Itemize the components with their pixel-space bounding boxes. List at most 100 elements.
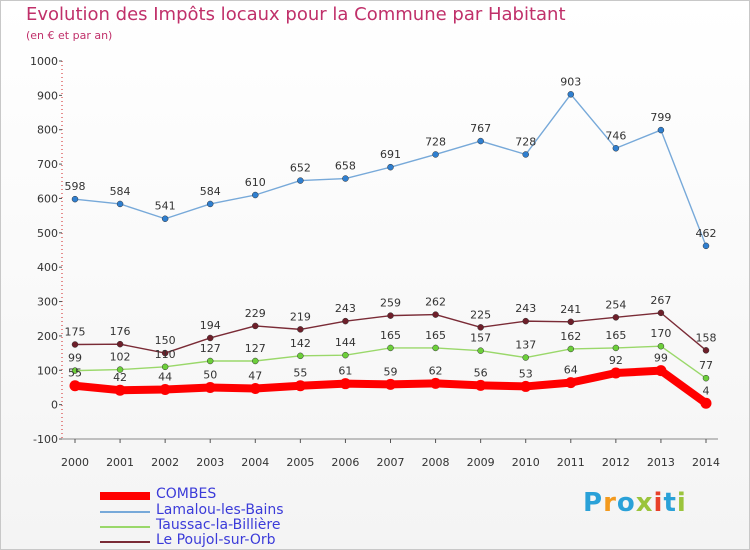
chart-subtitle: (en € et par an) <box>26 29 113 42</box>
logo-letter: i <box>653 488 664 518</box>
data-label: 259 <box>380 297 401 310</box>
data-label: 50 <box>203 368 217 381</box>
y-tick-label: 900 <box>37 89 58 102</box>
data-label: 150 <box>155 334 176 347</box>
data-label: 142 <box>290 337 311 350</box>
data-label: 652 <box>290 162 311 175</box>
data-label: 691 <box>380 148 401 161</box>
logo-letter: i <box>676 488 687 518</box>
legend-swatch <box>100 541 150 543</box>
data-point <box>700 397 712 409</box>
y-tick-label: 1000 <box>30 55 58 68</box>
data-labels: 55 42 44 50 47 55 61 59 62 56 53 64 92 99 4 598 584 541 58… <box>65 75 717 397</box>
x-tick-label: 2007 <box>377 456 405 469</box>
data-label: 165 <box>425 329 446 342</box>
data-label: 127 <box>245 342 266 355</box>
data-label: 243 <box>515 302 536 315</box>
data-point <box>71 367 79 374</box>
data-label: 225 <box>470 308 491 321</box>
data-point <box>477 324 484 331</box>
series-layer <box>69 91 712 409</box>
legend-label: Taussac-la-Billière <box>156 517 281 533</box>
data-point <box>702 374 710 382</box>
data-point <box>477 347 484 354</box>
chart-title: Evolution des Impôts locaux pour la Comm… <box>26 4 566 25</box>
x-tick-label: 2012 <box>602 456 630 469</box>
data-label: 728 <box>515 135 536 148</box>
y-tick-label: 100 <box>37 364 58 377</box>
data-label: 53 <box>519 367 533 380</box>
data-point <box>432 151 439 158</box>
data-label: 254 <box>605 298 626 311</box>
x-tick-label: 2014 <box>692 456 720 469</box>
data-point <box>522 317 529 325</box>
data-point <box>294 380 306 392</box>
data-point <box>252 322 259 330</box>
data-label: 55 <box>293 367 307 380</box>
data-label: 267 <box>650 294 671 307</box>
x-tick-label: 2010 <box>512 456 540 469</box>
data-point <box>702 242 710 250</box>
x-tick-label: 2006 <box>331 456 359 469</box>
data-point <box>342 175 349 182</box>
data-label: 127 <box>200 342 221 355</box>
data-label: 4 <box>703 384 710 397</box>
data-point <box>430 377 442 389</box>
y-tick-label: 700 <box>37 158 58 171</box>
data-label: 219 <box>290 310 311 323</box>
data-point <box>702 347 710 354</box>
data-point <box>342 351 349 359</box>
data-point <box>204 381 216 393</box>
data-point <box>252 191 259 199</box>
data-point <box>385 378 396 390</box>
legend-swatch <box>100 526 150 528</box>
data-point <box>567 345 575 353</box>
data-label: 598 <box>65 180 86 193</box>
x-tick-label: 2003 <box>196 456 224 469</box>
data-point <box>520 380 532 392</box>
logo-letter: r <box>603 488 617 518</box>
data-point <box>610 367 622 379</box>
data-point <box>387 344 394 352</box>
data-label: 110 <box>155 348 176 361</box>
y-tick-label: 600 <box>37 192 58 205</box>
data-label: 64 <box>564 364 578 377</box>
data-point <box>161 215 169 222</box>
data-label: 99 <box>654 352 668 365</box>
x-tick-label: 2004 <box>241 456 269 469</box>
data-point <box>297 177 304 184</box>
data-label: 165 <box>380 329 401 342</box>
data-point <box>477 137 484 145</box>
y-tick-label: -100 <box>33 433 58 446</box>
data-label: 658 <box>335 160 356 173</box>
data-label: 157 <box>470 332 491 345</box>
data-point <box>657 309 665 317</box>
data-label: 92 <box>609 354 623 367</box>
data-label: 44 <box>158 371 172 384</box>
data-point <box>161 363 169 371</box>
data-point <box>297 326 304 333</box>
data-label: 158 <box>696 331 717 344</box>
data-label: 144 <box>335 336 356 349</box>
logo-letter: P <box>583 488 604 518</box>
data-point <box>612 344 620 352</box>
data-label: 56 <box>474 366 488 379</box>
data-label: 165 <box>605 329 626 342</box>
data-label: 462 <box>696 227 717 240</box>
data-point <box>387 312 394 319</box>
data-label: 176 <box>110 325 131 338</box>
data-point <box>206 357 214 365</box>
data-point <box>159 384 171 396</box>
data-point <box>432 344 439 352</box>
data-point <box>71 195 79 203</box>
data-label: 243 <box>335 302 356 315</box>
data-point <box>206 200 214 208</box>
data-label: 42 <box>113 371 127 384</box>
data-point <box>161 349 169 357</box>
data-point <box>522 354 529 361</box>
data-label: 102 <box>110 351 131 364</box>
data-label: 541 <box>155 200 176 213</box>
data-point <box>475 379 487 391</box>
data-point <box>69 380 81 392</box>
